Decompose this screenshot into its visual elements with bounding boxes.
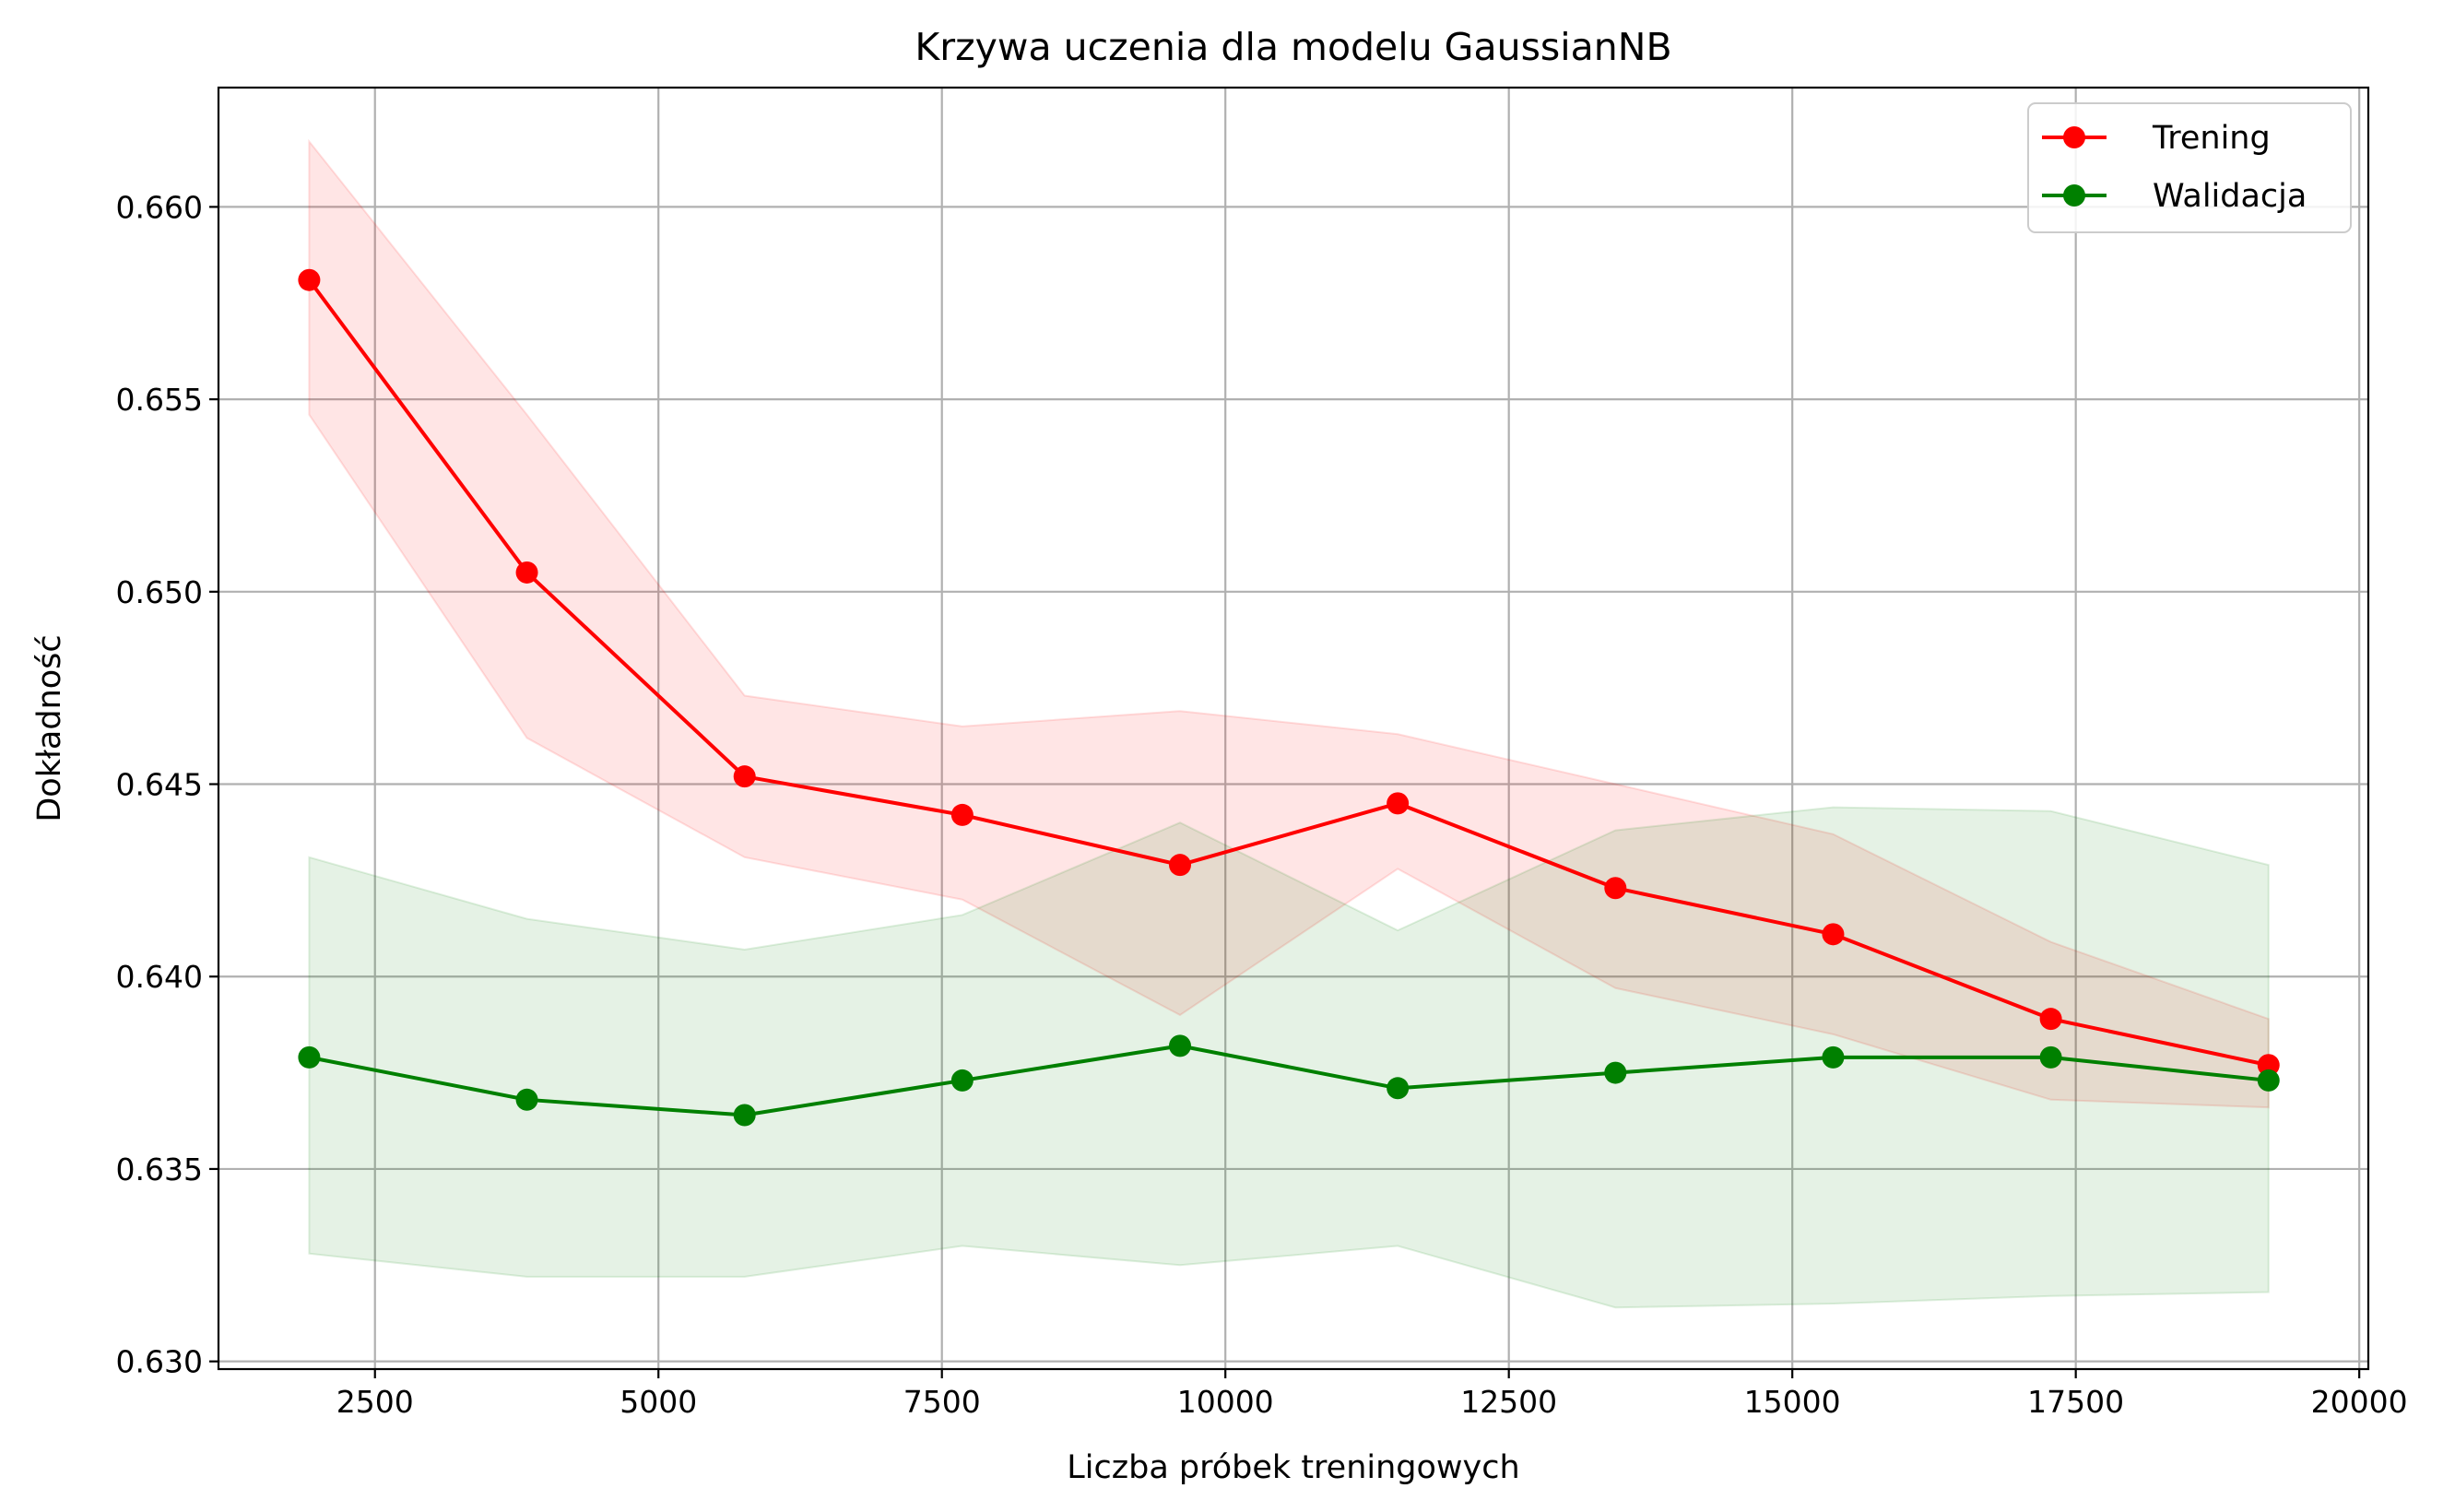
x-tick-label: 10000 xyxy=(1177,1384,1274,1420)
y-tick-label: 0.630 xyxy=(116,1344,203,1380)
series-1-point xyxy=(1604,1061,1627,1084)
series-0-point xyxy=(298,268,321,291)
x-tick-label: 17500 xyxy=(2027,1384,2124,1420)
plot-area-frame xyxy=(217,86,2370,1371)
y-tick-label: 0.660 xyxy=(116,189,203,225)
y-tick-label: 0.650 xyxy=(116,574,203,610)
series-0-point xyxy=(1604,877,1627,900)
series-1-band xyxy=(308,806,2270,1309)
grid xyxy=(218,88,2368,1369)
series-1-point xyxy=(298,1045,321,1069)
series-0-point xyxy=(1822,923,1845,946)
series-1-point xyxy=(2039,1045,2062,1069)
series-1-point xyxy=(515,1088,538,1111)
series-markers xyxy=(298,268,2280,1127)
legend-label-trening: Trening xyxy=(2152,120,2271,157)
series-0-point xyxy=(515,561,538,584)
x-tick-label: 7500 xyxy=(903,1384,981,1420)
series-1-point xyxy=(2257,1069,2280,1092)
x-axis-label: Liczba próbek treningowych xyxy=(1067,1449,1519,1486)
y-tick-label: 0.640 xyxy=(116,959,203,995)
y-tick-label: 0.655 xyxy=(116,382,203,418)
legend: Trening Walidacja xyxy=(2027,102,2352,233)
series-lines xyxy=(307,278,2270,1117)
legend-label-walidacja: Walidacja xyxy=(2153,178,2307,215)
legend-box xyxy=(2027,102,2352,233)
series-1-point xyxy=(1822,1045,1845,1069)
series-1-line xyxy=(309,1044,2269,1117)
series-0-point xyxy=(733,765,756,788)
x-tick-label: 15000 xyxy=(1744,1384,1841,1420)
confidence-bands xyxy=(308,138,2270,1309)
series-0-line xyxy=(307,278,2270,1068)
series-1-point xyxy=(1169,1034,1192,1057)
x-tick-label: 12500 xyxy=(1460,1384,1557,1420)
legend-marker-walidacja xyxy=(2063,184,2085,207)
series-0-point xyxy=(2039,1008,2062,1031)
y-axis-label: Dokładność xyxy=(31,634,68,821)
y-tick-label: 0.635 xyxy=(116,1152,203,1187)
series-1-point xyxy=(733,1104,756,1127)
x-tick-label: 2500 xyxy=(336,1384,414,1420)
series-0-point xyxy=(1387,792,1410,815)
x-tick-label: 5000 xyxy=(620,1384,697,1420)
y-axis-ticks: 0.630 0.635 0.640 0.645 0.650 0.655 0.660 xyxy=(116,189,218,1380)
series-0-point xyxy=(1169,854,1192,877)
y-tick-label: 0.645 xyxy=(116,767,203,803)
legend-marker-trening xyxy=(2063,126,2085,148)
series-1-point xyxy=(1387,1077,1410,1100)
series-1-point xyxy=(950,1069,974,1092)
x-tick-label: 20000 xyxy=(2311,1384,2408,1420)
series-0-band xyxy=(308,138,2270,1109)
x-axis-ticks: 2500 5000 7500 10000 12500 15000 17500 20000 xyxy=(336,1369,2408,1420)
series-0-point xyxy=(2257,1054,2280,1077)
chart-title: Krzywa uczenia dla modelu GaussianNB xyxy=(915,25,1671,69)
series-0-point xyxy=(950,803,974,826)
